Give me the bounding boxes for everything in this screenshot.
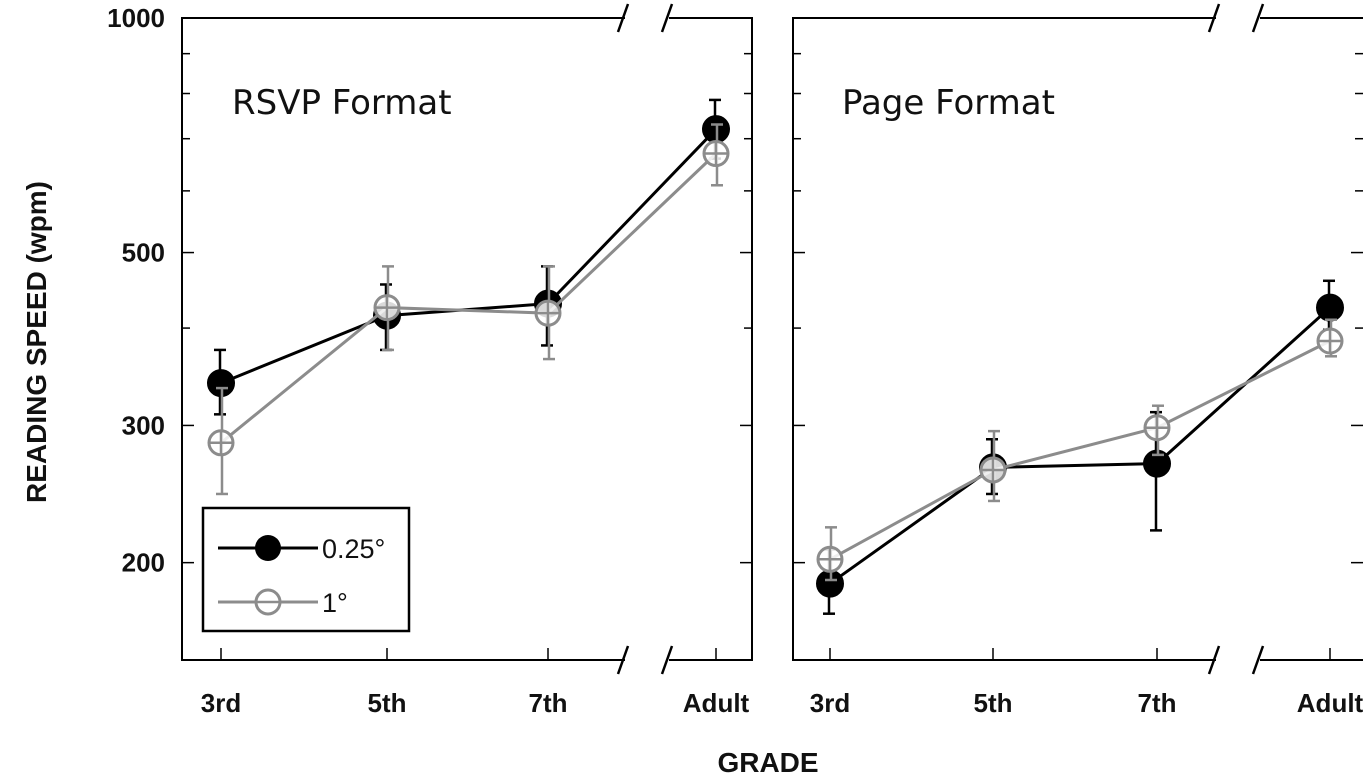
axis-break-slash-bottom-1: [616, 645, 630, 675]
series-one-deg: [816, 318, 1344, 582]
x-tick-label-3rd: 3rd: [810, 688, 850, 718]
axis-break-slash-top-1: [1207, 3, 1221, 33]
legend-label: 0.25°: [322, 534, 385, 564]
series-line: [829, 306, 1332, 585]
legend-box: [201, 506, 411, 633]
panel-page-format: 3rd 5th 7th Adult Page Format: [792, 3, 1363, 718]
x-tick-label-7th: 7th: [529, 688, 568, 718]
panel-rsvp-format: 200 300 500 1000 3rd 5th 7th Adult RSVP Format 0.…: [107, 3, 753, 718]
series-line: [829, 339, 1331, 561]
data-point: [1316, 293, 1344, 322]
y-tick-label-500: 500: [122, 238, 165, 268]
series-line: [220, 128, 718, 385]
x-tick-label-5th: 5th: [368, 688, 407, 718]
series-quarter-deg: [207, 98, 730, 416]
axis-break-slash-top-2: [1251, 3, 1265, 33]
series-one-deg: [207, 123, 730, 496]
legend-label: 1°: [322, 588, 348, 618]
axis-break-slash-bottom-2: [1251, 645, 1265, 675]
series-line: [220, 152, 718, 444]
x-tick-label-7th: 7th: [1138, 688, 1177, 718]
panel-title: Page Format: [842, 83, 1055, 123]
x-tick-label-adult: Adult: [1297, 688, 1363, 718]
axis-break-slash-top-2: [660, 3, 674, 33]
y-axis-title: READING SPEED (wpm): [21, 181, 52, 503]
y-tick-label-200: 200: [122, 548, 165, 578]
x-tick-label-3rd: 3rd: [201, 688, 241, 718]
axis-break-slash-bottom-2: [660, 645, 674, 675]
axis-break-slash-bottom-1: [1207, 645, 1221, 675]
x-tick-label-5th: 5th: [974, 688, 1013, 718]
y-tick-label-300: 300: [122, 410, 165, 440]
legend-marker: [255, 535, 281, 561]
plot-frame: [792, 17, 1363, 661]
plot-frame: [181, 17, 753, 661]
legend: 0.25° 1°: [201, 506, 411, 633]
y-tick-label-1000: 1000: [107, 3, 165, 33]
x-tick-label-adult: Adult: [683, 688, 750, 718]
x-axis-title: GRADE: [717, 747, 818, 778]
axis-break-slash-top-1: [616, 3, 630, 33]
shared-labels: READING SPEED (wpm) GRADE: [21, 181, 819, 778]
panel-title: RSVP Format: [232, 83, 452, 123]
